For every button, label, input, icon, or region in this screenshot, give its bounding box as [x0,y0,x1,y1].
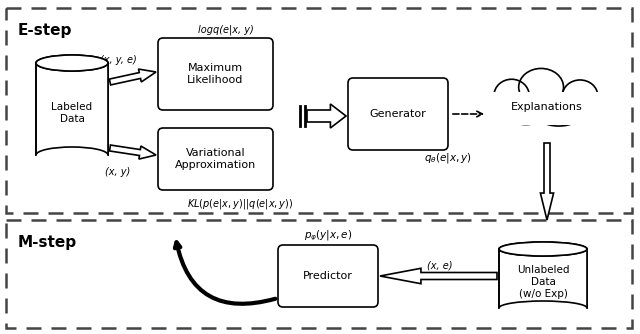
Text: Generator: Generator [370,109,426,119]
Bar [499,249,587,308]
FancyBboxPatch shape [158,38,273,110]
Text: Maximum
Likelihood: Maximum Likelihood [188,63,244,85]
Ellipse shape [499,242,587,256]
Text: M-step: M-step [18,234,77,249]
Bar [36,63,108,155]
Ellipse shape [499,301,587,315]
Bar [499,249,586,308]
Text: Explanations: Explanations [511,102,583,112]
Text: E-step: E-step [18,22,72,37]
Text: $q_{\theta}(e|x, y)$: $q_{\theta}(e|x, y)$ [424,151,472,165]
FancyArrow shape [380,268,497,284]
FancyBboxPatch shape [278,245,378,307]
Bar [490,92,604,123]
Ellipse shape [563,80,598,112]
Ellipse shape [499,242,587,256]
FancyArrow shape [109,145,156,159]
Ellipse shape [535,100,582,126]
Text: Unlabeled
Data
(w/o Exp): Unlabeled Data (w/o Exp) [516,266,569,299]
Ellipse shape [504,99,547,125]
Text: (x, e): (x, e) [428,260,452,270]
FancyArrow shape [307,104,346,128]
FancyArrow shape [109,69,156,85]
Text: (x, y, e): (x, y, e) [100,55,136,65]
Text: $p_{\varphi}(y|x, e)$: $p_{\varphi}(y|x, e)$ [304,229,352,243]
FancyBboxPatch shape [6,220,632,328]
Ellipse shape [36,147,108,163]
Text: logq(e|x, y): logq(e|x, y) [198,25,253,35]
Ellipse shape [36,55,108,71]
Bar [497,107,596,125]
Bar [36,63,108,155]
Text: Labeled
Data: Labeled Data [51,102,93,124]
FancyBboxPatch shape [348,78,448,150]
FancyBboxPatch shape [158,128,273,190]
FancyBboxPatch shape [6,8,632,213]
Ellipse shape [36,55,108,71]
Text: $KL(p(e|x,y)||q(e|x,y))$: $KL(p(e|x,y)||q(e|x,y))$ [187,197,293,211]
Ellipse shape [494,79,529,112]
Ellipse shape [518,68,564,106]
Text: (x, y): (x, y) [106,167,131,177]
Text: Variational
Approximation: Variational Approximation [175,148,256,170]
Text: Predictor: Predictor [303,271,353,281]
FancyArrow shape [540,143,554,220]
